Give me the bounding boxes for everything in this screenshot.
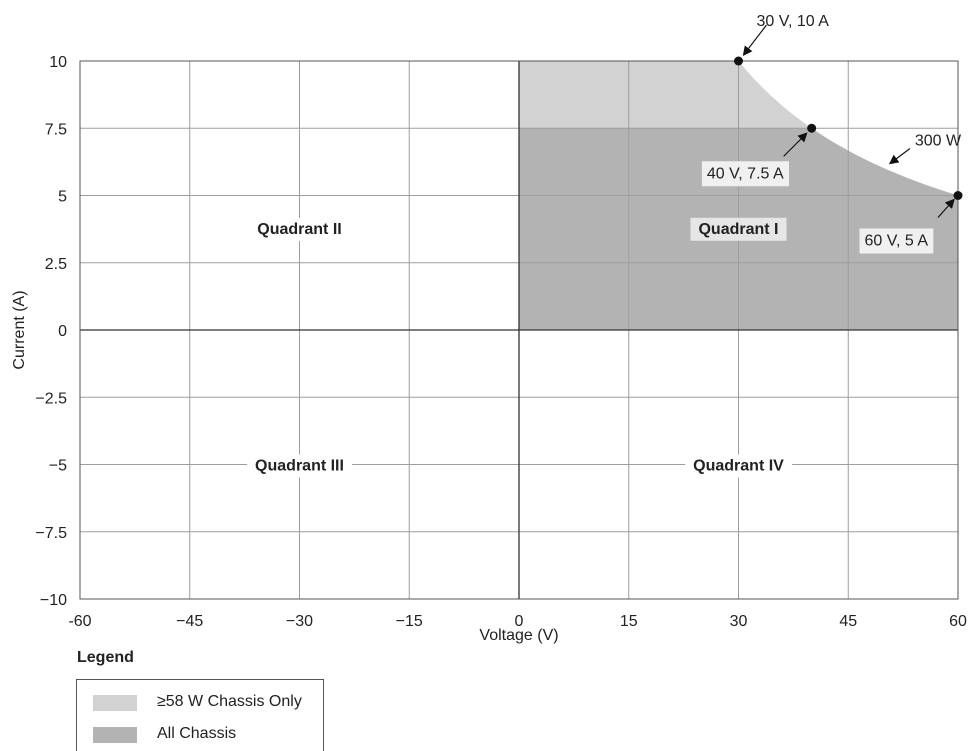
callout-arrow-40v [783, 132, 808, 157]
legend-entry-chassis-only: ≥58 W Chassis Only [77, 690, 323, 714]
point-label-30v: 30 V, 10 A [757, 13, 830, 30]
callout-arrow-300w [888, 148, 911, 165]
quadrant-label: Quadrant I [698, 221, 778, 238]
x-tick-label: −30 [286, 613, 313, 630]
callout-arrow-30v [742, 24, 767, 56]
y-tick-label: 5 [58, 189, 67, 206]
y-tick-label: −2.5 [35, 390, 67, 407]
x-tick-label: −45 [176, 613, 203, 630]
y-tick-label: −10 [40, 592, 67, 609]
x-tick-label: 15 [620, 613, 638, 630]
x-axis-label: Voltage (V) [479, 627, 558, 644]
data-point [734, 56, 743, 66]
callout-arrow-60v [937, 198, 955, 218]
legend-swatch-chassis-only [93, 695, 137, 711]
quadrant-label-bg [249, 217, 350, 241]
data-point [807, 123, 817, 133]
quadrant-label-bg [690, 217, 787, 241]
y-tick-label: 10 [49, 54, 67, 71]
x-tick-label: 0 [515, 613, 524, 630]
legend-title: Legend [77, 649, 134, 666]
quadrant-label-bg [247, 454, 352, 478]
quadrant-label-bg [685, 454, 793, 478]
x-tick-label: 30 [730, 613, 748, 630]
legend: ≥58 W Chassis Only All Chassis [76, 679, 324, 751]
legend-swatch-all-chassis [93, 727, 137, 743]
point-label-bg-40v [701, 161, 789, 187]
x-tick-label: −15 [396, 613, 423, 630]
legend-entry-all-chassis: All Chassis [77, 722, 323, 746]
legend-label-all-chassis: All Chassis [157, 725, 237, 742]
quadrant-label: Quadrant IV [693, 458, 784, 475]
quadrant-label: Quadrant III [255, 458, 344, 475]
y-tick-label: −7.5 [35, 525, 67, 542]
x-tick-label: 45 [839, 613, 857, 630]
legend-label-chassis-only: ≥58 W Chassis Only [157, 693, 302, 710]
x-tick-label: -60 [68, 613, 91, 630]
point-label-40v: 40 V, 7.5 A [707, 165, 784, 182]
y-tick-label: −5 [49, 458, 67, 475]
y-axis-label: Current (A) [11, 290, 28, 369]
curve-label-300w: 300 W [915, 133, 962, 150]
data-point [953, 191, 963, 200]
y-tick-label: 0 [58, 323, 67, 340]
point-label-bg-60v [859, 228, 934, 254]
point-label-60v: 60 V, 5 A [865, 233, 929, 250]
quadrant-label: Quadrant II [257, 221, 341, 238]
plot-frame [79, 60, 959, 600]
y-tick-label: 2.5 [45, 256, 67, 273]
y-tick-label: 7.5 [45, 121, 67, 138]
x-tick-label: 60 [949, 613, 967, 630]
